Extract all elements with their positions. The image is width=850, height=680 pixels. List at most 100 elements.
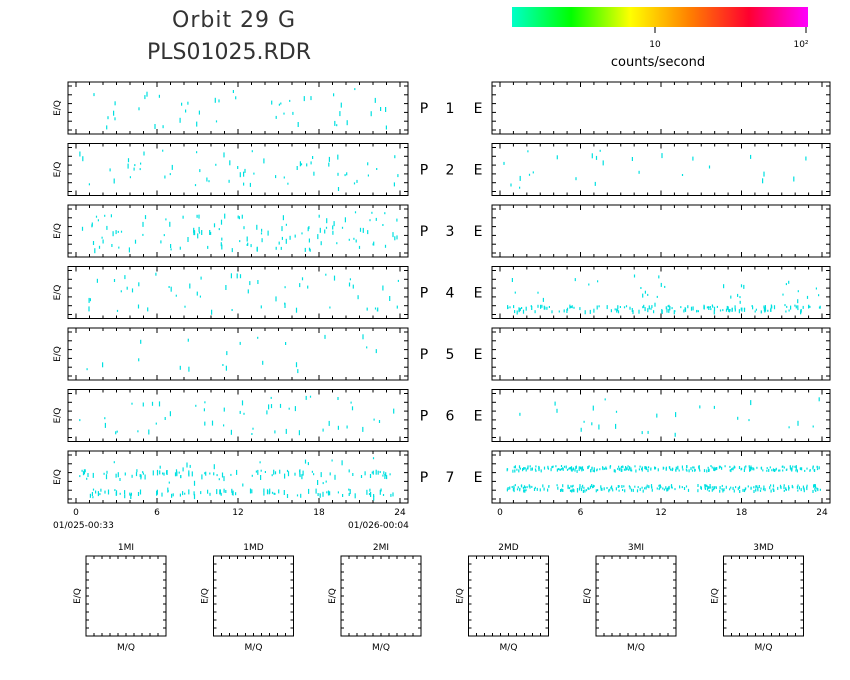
data-point: [346, 425, 348, 429]
data-point: [628, 468, 630, 471]
data-point: [557, 468, 560, 471]
data-point: [301, 277, 304, 281]
data-point: [816, 465, 818, 468]
data-point: [625, 466, 627, 468]
data-point: [800, 309, 802, 313]
data-point: [385, 125, 387, 130]
data-point: [654, 302, 656, 307]
data-point: [620, 469, 622, 472]
data-point: [162, 472, 164, 475]
data-point: [369, 488, 371, 492]
data-point: [547, 488, 549, 492]
data-point: [524, 486, 527, 489]
data-point: [797, 305, 799, 309]
colorbar: [512, 7, 808, 27]
data-point: [317, 234, 319, 240]
data-point: [251, 474, 253, 477]
data-point: [697, 310, 699, 313]
data-point: [750, 154, 752, 159]
data-point: [262, 360, 264, 365]
data-point: [772, 488, 774, 491]
data-point: [590, 469, 592, 473]
data-point: [260, 469, 262, 472]
data-point: [770, 484, 772, 487]
time-tick-left: 18: [313, 508, 325, 518]
data-point: [313, 171, 315, 176]
data-point: [581, 466, 584, 470]
data-point: [231, 488, 233, 493]
data-point: [283, 176, 285, 179]
data-point: [236, 273, 238, 279]
data-point: [509, 486, 511, 490]
data-point: [188, 366, 190, 372]
data-point: [224, 213, 226, 219]
data-point: [535, 469, 537, 472]
data-point: [81, 469, 83, 472]
data-point: [114, 117, 116, 121]
data-point: [601, 487, 603, 491]
data-point: [591, 466, 593, 470]
data-point: [179, 365, 181, 370]
data-point: [137, 492, 140, 496]
data-point: [266, 410, 268, 415]
data-point: [631, 469, 633, 472]
data-point: [287, 182, 289, 185]
data-point: [819, 488, 821, 491]
data-point: [124, 494, 126, 499]
data-point: [597, 489, 599, 492]
data-point: [281, 226, 283, 232]
panel-frame-left: [67, 81, 409, 135]
data-point: [716, 305, 718, 308]
data-point: [723, 284, 725, 289]
data-point: [211, 420, 214, 426]
data-point: [538, 468, 540, 472]
data-point: [747, 485, 749, 488]
data-point: [247, 289, 249, 294]
data-point: [294, 472, 296, 476]
data-point: [243, 226, 245, 230]
data-point: [566, 468, 569, 471]
data-point: [393, 182, 395, 187]
data-point: [603, 487, 605, 491]
data-point: [523, 489, 525, 492]
data-point: [354, 211, 357, 214]
data-point: [537, 291, 539, 294]
data-point: [329, 491, 331, 496]
data-point: [713, 310, 715, 315]
data-point: [674, 432, 676, 437]
data-point: [506, 468, 509, 471]
data-point: [745, 465, 747, 468]
data-point: [653, 310, 655, 314]
data-point: [384, 244, 387, 248]
row-label-p: P: [420, 101, 428, 117]
data-point: [527, 465, 529, 469]
data-point: [576, 488, 579, 490]
data-point: [708, 307, 710, 310]
data-point: [172, 493, 174, 497]
data-point: [571, 489, 573, 493]
row-label-num: 4: [446, 286, 455, 302]
data-point: [241, 400, 244, 406]
data-point: [546, 306, 548, 310]
data-point: [239, 172, 241, 178]
data-point: [284, 286, 286, 289]
data-point: [127, 163, 129, 169]
data-point: [392, 232, 394, 238]
data-point: [317, 480, 319, 485]
data-point: [540, 304, 542, 309]
data-point: [274, 471, 277, 475]
data-point: [309, 395, 312, 398]
data-point: [651, 305, 653, 309]
data-point: [523, 467, 525, 470]
data-point: [729, 488, 731, 491]
data-point: [795, 465, 797, 469]
data-point: [533, 488, 536, 491]
data-point: [815, 489, 817, 492]
data-point: [580, 488, 583, 492]
data-point: [797, 489, 799, 492]
data-point: [788, 309, 790, 312]
data-point: [325, 273, 327, 276]
data-point: [115, 431, 117, 435]
data-point: [368, 493, 371, 496]
time-tick-right: 6: [578, 508, 584, 518]
